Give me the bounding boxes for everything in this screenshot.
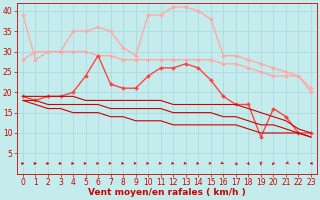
X-axis label: Vent moyen/en rafales ( km/h ): Vent moyen/en rafales ( km/h ) — [88, 188, 246, 197]
